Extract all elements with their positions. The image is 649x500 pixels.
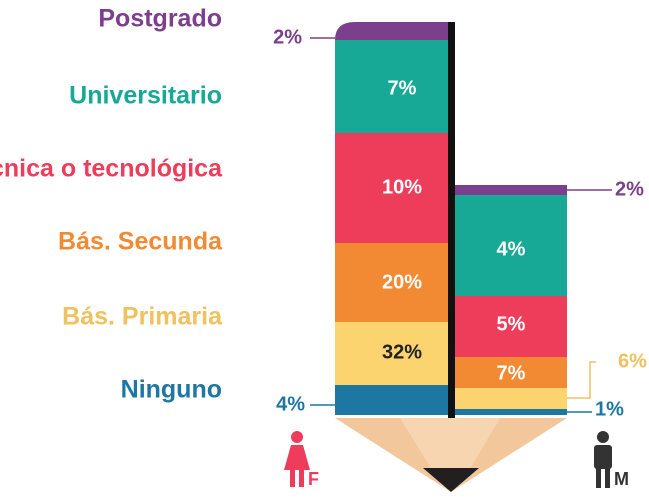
leader: [567, 362, 596, 398]
legend-label: Bás. Secunda: [58, 228, 223, 256]
male-value: 5%: [497, 313, 526, 335]
female-icon: [284, 431, 310, 487]
female-value: 2%: [273, 26, 302, 48]
female-value: 32%: [382, 341, 422, 363]
male-icon: [594, 431, 612, 488]
infographic: Postgrado Universitario Técnica o tecnológ…: [0, 0, 649, 500]
male-value: 7%: [497, 362, 526, 384]
female-value: 4%: [276, 393, 305, 415]
male-value: 2%: [615, 178, 644, 200]
male-value: 1%: [595, 398, 624, 420]
pencil-tip: [335, 418, 567, 492]
male-value: 4%: [497, 238, 526, 260]
legend-label: Ninguno: [121, 376, 222, 404]
female-value: 20%: [382, 271, 422, 293]
male-segment: [455, 388, 567, 409]
female-label: F: [308, 469, 319, 489]
female-segment: [335, 22, 448, 40]
legend-label: Universitario: [69, 82, 222, 110]
female-value: 10%: [382, 176, 422, 198]
male-segment: [455, 185, 567, 195]
female-value: 7%: [388, 77, 417, 99]
legend-label: Postgrado: [98, 5, 222, 33]
legend-label: Bás. Primaria: [62, 303, 223, 331]
female-segment: [335, 385, 448, 415]
male-value: 6%: [618, 350, 647, 372]
male-segment: [455, 409, 567, 415]
male-label: M: [614, 469, 629, 489]
pencil-graphite: [423, 468, 479, 492]
divider: [448, 22, 455, 418]
legend-label: Técnica o tecnológica: [0, 155, 223, 183]
